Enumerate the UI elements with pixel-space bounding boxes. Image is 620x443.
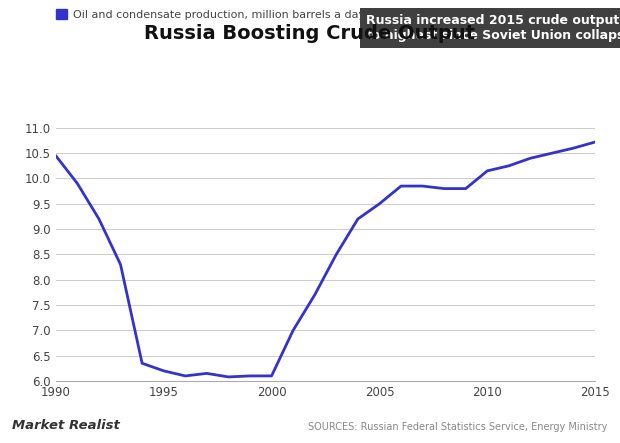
Text: Russia Boosting Crude Output: Russia Boosting Crude Output (144, 24, 476, 43)
Legend: Oil and condensate production, million barrels a day: Oil and condensate production, million b… (56, 9, 365, 20)
Text: Russia increased 2015 crude output
to highest since Soviet Union collapse: Russia increased 2015 crude output to hi… (366, 14, 620, 42)
Text: SOURCES: Russian Federal Statistics Service, Energy Ministry: SOURCES: Russian Federal Statistics Serv… (308, 422, 608, 432)
Text: Market Realist: Market Realist (12, 419, 120, 432)
